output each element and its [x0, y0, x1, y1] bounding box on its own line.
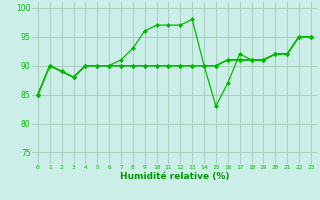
- X-axis label: Humidité relative (%): Humidité relative (%): [120, 172, 229, 181]
